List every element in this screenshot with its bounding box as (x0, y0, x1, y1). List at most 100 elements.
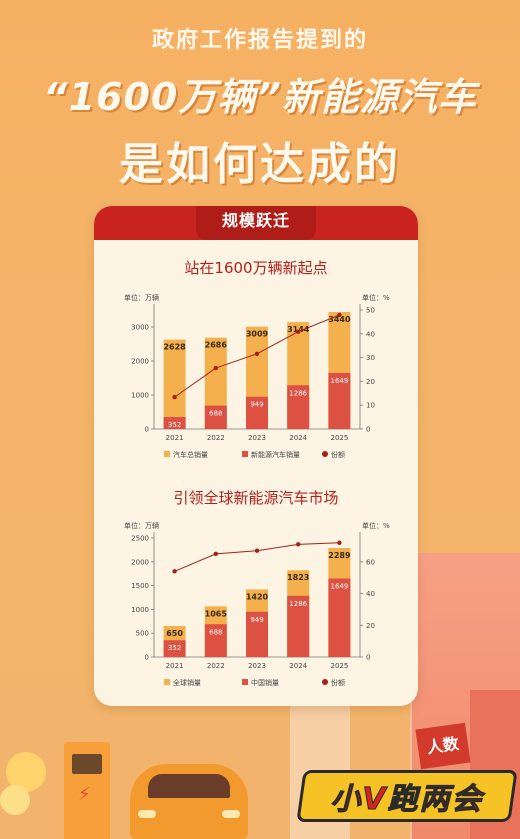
data-label-ev: 688 (209, 628, 222, 636)
data-label-total: 3440 (328, 315, 351, 324)
y-tick-label: 0 (145, 654, 149, 662)
share-point (213, 365, 218, 371)
x-tick-label: 2022 (207, 662, 225, 670)
x-tick-label: 2023 (248, 434, 266, 442)
y2-tick-label: 40 (366, 590, 375, 598)
bar-ev (204, 405, 227, 429)
y-tick-label: 3000 (131, 324, 149, 332)
data-label-ev: 1649 (330, 377, 348, 385)
data-label-ev: 352 (168, 644, 181, 652)
bar-ev (246, 611, 268, 657)
legend-swatch (242, 451, 248, 457)
y-tick-label: 2000 (131, 358, 149, 366)
bar-ev (163, 417, 186, 429)
y2-axis-unit-label: 单位：% (362, 293, 390, 302)
legend-label: 份额 (331, 450, 345, 459)
car-headlight (222, 810, 240, 818)
logo-text: 小V跑两会 (330, 782, 484, 818)
bar-ev (287, 385, 310, 429)
x-tick-label: 2021 (166, 662, 184, 670)
legend-swatch (322, 679, 328, 685)
y-axis-unit-label: 单位：万辆 (124, 293, 159, 302)
share-point (172, 569, 177, 574)
legend-swatch (242, 679, 248, 685)
watermark-logo: 人数 (415, 722, 471, 770)
y2-tick-label: 50 (366, 307, 375, 315)
legend-label: 汽车总销量 (173, 450, 208, 459)
data-label-ev: 949 (250, 616, 263, 624)
y-tick-label: 1000 (131, 392, 149, 400)
share-point (296, 329, 301, 334)
y-tick-label: 2500 (131, 535, 149, 543)
data-label-total: 1823 (287, 573, 309, 582)
data-label-ev: 949 (250, 401, 263, 409)
data-label-ev: 1649 (330, 583, 348, 591)
x-tick-label: 2025 (330, 662, 348, 670)
data-label-total: 2289 (328, 551, 351, 560)
y2-tick-label: 20 (366, 378, 375, 386)
y-tick-label: 1000 (131, 606, 149, 614)
y2-tick-label: 10 (366, 402, 375, 410)
card-tab-label: 规模跃迁 (196, 206, 316, 240)
x-tick-label: 2024 (289, 434, 307, 442)
chart-2: 单位：万辆 单位：% 0 500 1000 1500 2000 2500 0 20 40 60 650 3… (124, 521, 390, 687)
bar-total (163, 339, 186, 429)
bar-ev (246, 396, 268, 429)
y-tick-label: 1500 (131, 582, 149, 590)
y-tick-label: 0 (145, 426, 149, 434)
x-tick-label: 2024 (289, 662, 307, 670)
data-label-total: 1420 (246, 592, 269, 601)
chart-2-title: 引领全球新能源汽车市场 (173, 489, 339, 507)
data-label-ev: 1286 (289, 600, 307, 608)
share-point (213, 551, 218, 557)
bar-ev (328, 372, 351, 429)
share-line (174, 542, 340, 572)
car-headlight (138, 810, 156, 818)
data-label-total: 2628 (163, 343, 186, 352)
x-tick-label: 2021 (166, 434, 184, 442)
sun-decoration (0, 785, 30, 815)
y2-tick-label: 0 (366, 654, 370, 662)
data-label-total: 650 (166, 629, 183, 638)
y2-tick-label: 30 (366, 354, 375, 362)
share-point (337, 312, 342, 318)
legend-swatch (164, 451, 170, 457)
chart-1: 单位：万辆 单位：% 0 1000 2000 3000 0 10 20 30 40 50 2628 352… (124, 293, 390, 459)
x-tick-label: 2025 (330, 434, 348, 442)
y-tick-label: 500 (136, 630, 149, 638)
bar-ev (204, 624, 227, 657)
y-tick-label: 2000 (131, 558, 149, 566)
legend-label: 新能源汽车销量 (251, 450, 300, 459)
data-label-total: 3009 (246, 330, 269, 339)
y2-axis-unit-label: 单位：% (362, 521, 390, 530)
header-line-3: 是如何达成的 (119, 139, 401, 190)
charging-station-icon: ⚡ (64, 742, 110, 839)
header-line-2: “1600万辆”新能源汽车 (43, 75, 477, 119)
legend-label: 份额 (331, 678, 345, 687)
share-point (254, 351, 260, 356)
share-point (296, 542, 301, 547)
data-label-total: 2686 (205, 341, 228, 350)
bar-ev (163, 640, 186, 657)
legend-label: 中国销量 (251, 678, 279, 687)
x-tick-label: 2023 (248, 662, 266, 670)
legend-swatch (164, 679, 170, 685)
car-icon (130, 764, 248, 839)
charger-screen (72, 754, 102, 774)
car-window (148, 774, 230, 798)
data-label-ev: 688 (209, 410, 222, 418)
chart-card: 规模跃迁 站在1600万辆新起点 单位：万辆 单位：% 0 1000 2000 3000 0… (94, 206, 418, 706)
bar-ev (287, 595, 310, 657)
share-point (337, 540, 342, 545)
legend-label: 全球销量 (173, 678, 201, 687)
share-point (172, 394, 177, 400)
brand-logo: 小V跑两会 (296, 770, 518, 822)
lightning-icon: ⚡ (78, 784, 91, 805)
bar-ev (328, 578, 351, 657)
data-label-ev: 352 (168, 421, 181, 429)
y2-tick-label: 40 (366, 330, 375, 338)
y2-tick-label: 60 (366, 558, 375, 566)
legend-swatch (322, 451, 328, 457)
share-point (254, 548, 260, 553)
data-label-ev: 1286 (289, 389, 307, 397)
